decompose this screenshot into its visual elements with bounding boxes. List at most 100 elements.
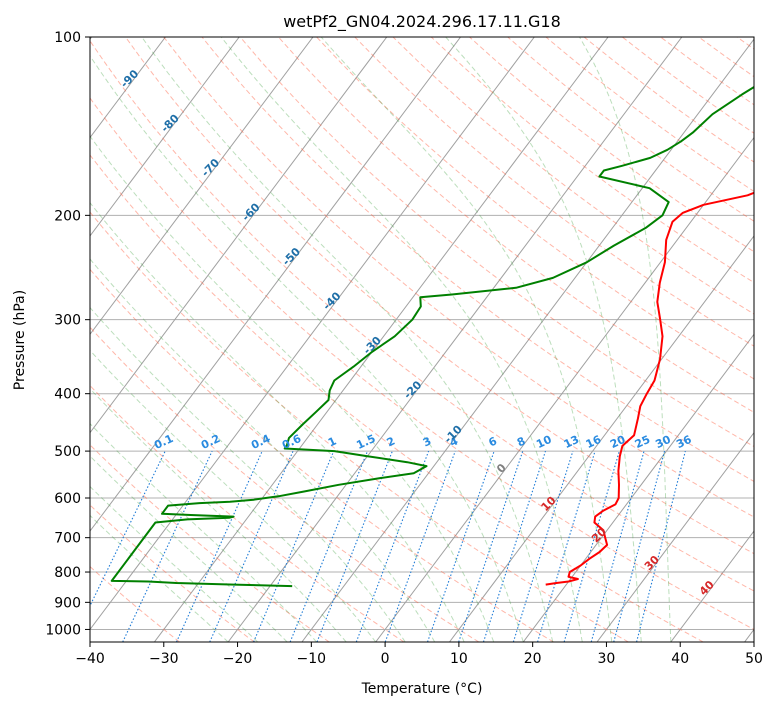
moist-adiabat-line (90, 349, 377, 642)
dry-adiabat-line (392, 37, 754, 315)
moist-adiabat-line (320, 37, 613, 642)
mixing-ratio-label: 1 (326, 434, 338, 449)
moist-adiabat-line (90, 306, 406, 642)
temperature-line (545, 191, 754, 586)
moist-adiabat-line (90, 388, 347, 642)
moist-adiabat-line (90, 422, 318, 642)
mixing-ratio-line (613, 450, 666, 642)
dry-adiabat-line (125, 37, 754, 555)
moist-adiabat-line (579, 37, 672, 642)
moist-adiabat-line (90, 514, 229, 642)
dry-adiabat-label: -20 (401, 378, 424, 401)
dry-adiabat-label: 10 (539, 494, 559, 514)
isotherm-line (90, 37, 461, 532)
dry-adiabat-label: -10 (442, 423, 465, 446)
x-tick-label: −20 (223, 651, 253, 667)
mixing-ratio-label: 1.5 (354, 432, 377, 452)
isotherm-line (153, 37, 609, 642)
isotherm-line (375, 136, 754, 642)
y-tick-label: 600 (54, 491, 81, 507)
x-axis-label: Temperature (°C) (361, 681, 483, 697)
mixing-ratio-line (590, 450, 645, 642)
mixing-ratio-label: 20 (608, 433, 628, 451)
dry-adiabat-line (90, 326, 480, 642)
mixing-ratio-label: 2 (385, 434, 397, 449)
mixing-ratio-line (253, 450, 335, 642)
dry-adiabat-line (545, 37, 754, 192)
isotherm-line (90, 37, 535, 631)
y-tick-label: 100 (54, 30, 81, 46)
y-axis-label: Pressure (hPa) (12, 290, 28, 390)
x-tick-label: −10 (297, 651, 327, 667)
moist-adiabat-line (90, 455, 288, 642)
dry-adiabat-label: 30 (642, 553, 662, 573)
x-tick-label: 10 (450, 651, 468, 667)
moist-adiabat-line (90, 485, 259, 642)
dry-adiabat-label: 0 (494, 461, 509, 476)
mixing-ratio-label: 25 (633, 433, 652, 451)
x-tick-label: −30 (149, 651, 179, 667)
dry-adiabat-line (507, 37, 754, 222)
x-tick-label: 50 (745, 651, 763, 667)
mixing-ratio-label: 6 (487, 434, 500, 449)
dry-adiabat-label: -90 (118, 67, 141, 90)
isotherm-line (670, 530, 754, 642)
dry-adiabat-label: -80 (159, 112, 182, 135)
mixing-ratio-label: 10 (534, 433, 554, 451)
dry-adiabat-line (90, 565, 180, 642)
dry-adiabat-label: -30 (361, 334, 384, 357)
isotherm-line (449, 235, 754, 642)
dry-adiabat-line (278, 37, 754, 413)
dry-adiabat-line (90, 211, 629, 642)
moist-adiabat-line (445, 37, 642, 642)
dry-adiabat-label: 40 (697, 578, 717, 598)
isotherm-line (90, 37, 314, 336)
moist-adiabat-line (90, 201, 465, 642)
dry-adiabat-label: -50 (280, 245, 303, 268)
x-tick-label: 20 (524, 651, 542, 667)
x-tick-label: 0 (381, 651, 390, 667)
moist-adiabat-line (220, 37, 583, 642)
mixing-ratio-line (537, 450, 596, 642)
dry-adiabat-line (239, 37, 754, 448)
mixing-ratio-label: 30 (653, 433, 673, 451)
isotherm-line (301, 38, 754, 642)
mixing-ratio-line (458, 450, 524, 642)
x-tick-label: 40 (671, 651, 689, 667)
dry-adiabat-label: -70 (199, 156, 222, 179)
mixing-ratio-line (316, 450, 393, 642)
mixing-ratio-label: 0.4 (249, 432, 272, 452)
dry-adiabat-line (90, 154, 704, 642)
dry-adiabat-line (316, 37, 754, 380)
moist-adiabat-line (90, 258, 436, 642)
y-tick-label: 900 (54, 595, 81, 611)
mixing-ratio-line (563, 450, 620, 642)
mixing-ratio-line (90, 450, 166, 608)
mixing-ratio-line (122, 450, 213, 642)
dry-adiabat-line (354, 37, 754, 347)
y-axis: 100 200 300 400 500 600 700 800 900 1000 (45, 30, 90, 638)
dry-adiabat-line (201, 37, 754, 482)
isotherm-line (596, 431, 754, 642)
y-tick-label: 1000 (45, 622, 81, 638)
mixing-ratio-line (636, 450, 686, 642)
mixing-ratio-line (289, 450, 369, 642)
moist-adiabat-line (141, 37, 554, 642)
y-tick-label: 800 (54, 565, 81, 581)
mixing-ratio-line (209, 450, 294, 642)
dry-adiabat-line (163, 37, 754, 518)
y-tick-label: 200 (54, 208, 81, 224)
dry-adiabat-line (698, 37, 754, 78)
dry-adiabat-line (90, 97, 754, 630)
mixing-ratio-line (482, 450, 547, 642)
chart-title: wetPf2_GN04.2024.296.17.11.G18 (283, 12, 561, 32)
isotherm-line (522, 333, 754, 642)
dewpoint-line (110, 85, 754, 588)
moist-adiabat-line (90, 135, 495, 642)
plot-frame (89, 36, 755, 643)
mixing-ratio-line (427, 450, 495, 642)
y-tick-label: 300 (54, 313, 81, 329)
x-axis: −40 −30 −20 −10 0 10 20 30 40 50 (75, 642, 763, 667)
y-tick-label: 500 (54, 444, 81, 460)
